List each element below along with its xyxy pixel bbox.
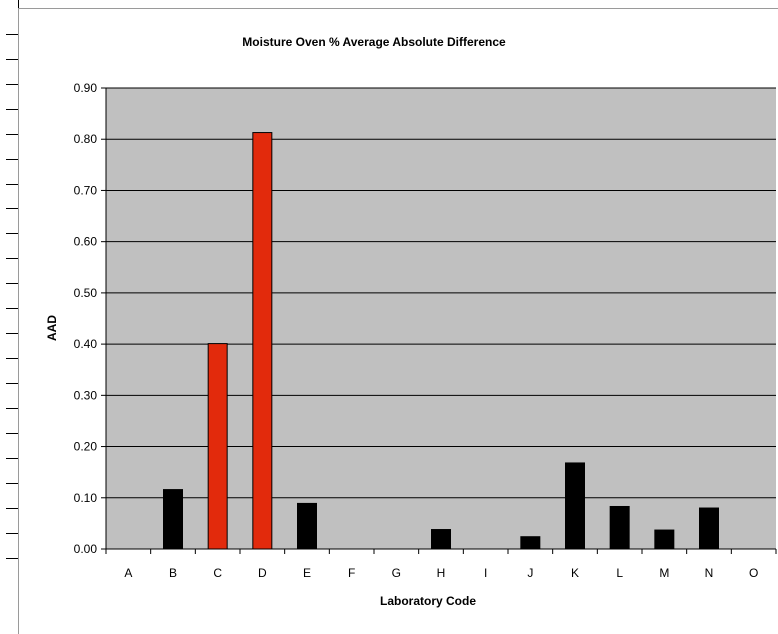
left-panel-tick <box>6 159 18 160</box>
y-axis-ticks: 0.00 0.10 0.20 0.30 0.40 0.50 0.60 0.70 0.80 0.90 <box>74 81 106 556</box>
y-tick-label: 0.50 <box>74 286 98 300</box>
left-panel-tick <box>6 458 18 459</box>
bar-M <box>654 529 675 550</box>
x-axis-title: Laboratory Code <box>380 594 476 608</box>
left-panel-tick <box>6 84 18 85</box>
x-tick-label: N <box>705 566 714 580</box>
y-tick-label: 0.00 <box>74 542 98 556</box>
chart-frame-top <box>18 8 778 9</box>
bar-B <box>163 489 183 550</box>
chart-title: Moisture Oven % Average Absolute Differe… <box>242 35 506 49</box>
bar-N <box>699 507 719 550</box>
y-tick-label: 0.70 <box>74 183 98 197</box>
x-tick-label: I <box>484 566 487 580</box>
x-tick-label: G <box>392 566 401 580</box>
left-panel-tick <box>6 358 18 359</box>
left-panel-tick <box>6 208 18 209</box>
bar-C <box>207 343 228 550</box>
plot-area <box>106 88 776 549</box>
x-tick-label: A <box>124 566 132 580</box>
y-tick-label: 0.60 <box>74 235 98 249</box>
y-tick-label: 0.30 <box>74 388 98 402</box>
left-panel-tick <box>6 408 18 409</box>
x-tick-label: M <box>659 566 669 580</box>
x-tick-label: J <box>527 566 533 580</box>
left-panel-tick <box>6 433 18 434</box>
bar-K <box>565 462 585 550</box>
left-panel-tick <box>6 34 18 35</box>
left-panel-tick <box>6 383 18 384</box>
left-panel-tick <box>6 59 18 60</box>
x-tick-label: E <box>303 566 311 580</box>
bar-H <box>431 529 451 550</box>
left-panel-tick <box>6 483 18 484</box>
x-axis-ticks: A B C D E F G H I J K L M N O <box>105 549 777 580</box>
left-panel-tick <box>6 134 18 135</box>
x-tick-label: K <box>571 566 579 580</box>
y-tick-label: 0.90 <box>74 81 98 95</box>
y-tick-label: 0.80 <box>74 132 98 146</box>
x-tick-label: H <box>437 566 446 580</box>
y-tick-label: 0.20 <box>74 440 98 454</box>
x-tick-label: L <box>616 566 623 580</box>
chart-frame-left <box>18 8 19 634</box>
bar-E <box>297 502 317 550</box>
left-panel-tick <box>6 109 18 110</box>
bar-D <box>252 132 273 550</box>
left-panel-tick <box>6 558 18 559</box>
left-panel-tick <box>6 233 18 234</box>
left-panel-tick <box>6 258 18 259</box>
left-panel-tick <box>6 533 18 534</box>
y-tick-label: 0.10 <box>74 491 98 505</box>
x-tick-label: B <box>169 566 177 580</box>
left-panel-tick <box>6 333 18 334</box>
x-tick-label: D <box>258 566 267 580</box>
left-panel-tick <box>6 184 18 185</box>
left-panel-tick <box>6 283 18 284</box>
x-tick-label: O <box>749 566 758 580</box>
y-axis-title: AAD <box>45 315 59 341</box>
bar-L <box>609 505 630 550</box>
left-panel-tick <box>6 308 18 309</box>
left-panel-tick <box>6 508 18 509</box>
bar-J <box>520 536 541 550</box>
y-tick-label: 0.40 <box>74 337 98 351</box>
x-tick-label: C <box>213 566 222 580</box>
x-tick-label: F <box>348 566 355 580</box>
